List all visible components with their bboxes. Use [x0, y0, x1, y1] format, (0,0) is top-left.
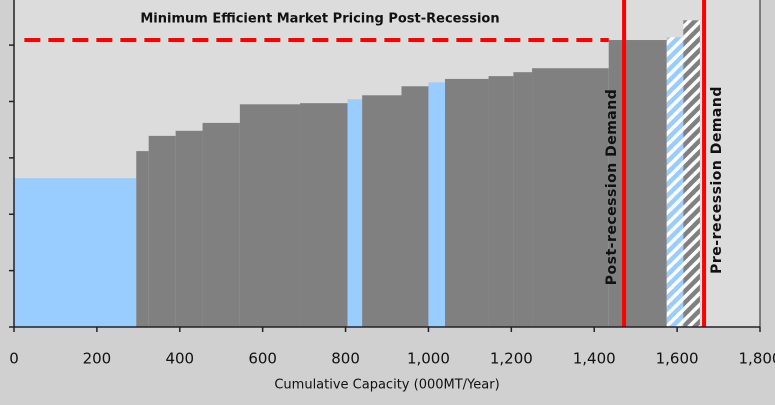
bar	[608, 40, 667, 328]
bar	[445, 78, 489, 328]
bar	[175, 130, 203, 327]
chart-title: Minimum Efficient Market Pricing Post-Re…	[140, 12, 499, 27]
bar	[428, 82, 446, 328]
bar	[202, 122, 240, 328]
x-tick-label: 200	[83, 350, 112, 368]
bar	[239, 104, 300, 327]
bar	[148, 135, 176, 327]
x-tick-label: 1,000	[407, 350, 450, 368]
x-axis-title: Cumulative Capacity (000MT/Year)	[274, 378, 499, 393]
x-tick-label: 800	[331, 350, 360, 368]
x-tick-label: 0	[9, 350, 19, 368]
x-tick-label: 1,400	[573, 350, 616, 368]
bar	[347, 99, 363, 327]
bar	[666, 37, 684, 327]
bar	[401, 86, 429, 327]
bar	[136, 151, 149, 327]
bar	[513, 72, 533, 327]
bar	[488, 76, 514, 328]
x-tick-label: 1,600	[656, 350, 699, 368]
x-tick-label: 1,800	[739, 350, 775, 368]
x-tick-label: 600	[248, 350, 277, 368]
bar	[532, 68, 609, 327]
bar	[299, 103, 348, 328]
reference-label: Post-recession Demand	[604, 89, 620, 285]
reference-label: Pre-recession Demand	[709, 86, 725, 274]
bar	[14, 178, 137, 327]
bar	[362, 95, 402, 327]
x-tick-label: 400	[165, 350, 194, 368]
bar	[683, 20, 700, 328]
x-tick-label: 1,200	[490, 350, 533, 368]
